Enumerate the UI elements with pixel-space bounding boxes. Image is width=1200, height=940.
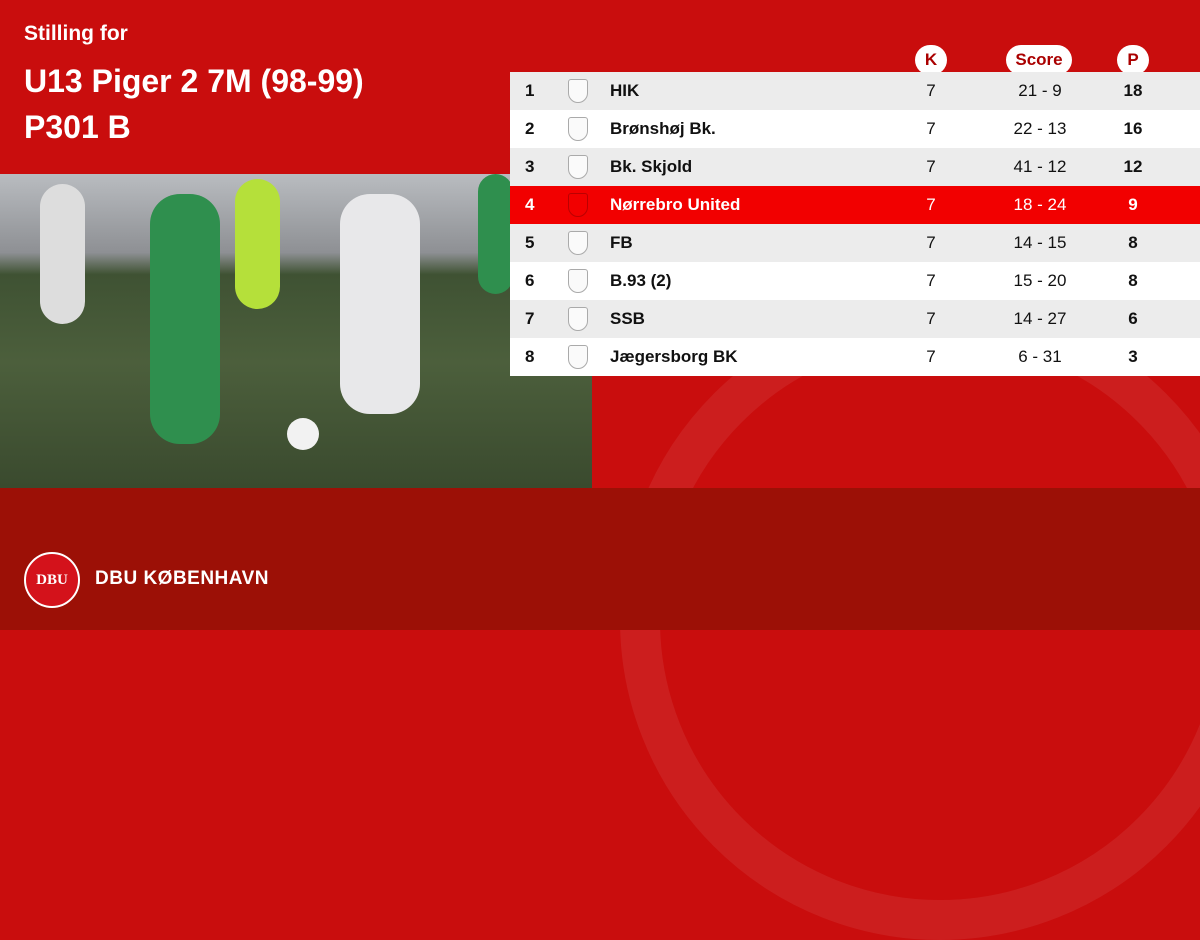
club-crest-icon xyxy=(568,269,588,293)
team-name: Nørrebro United xyxy=(610,195,741,214)
column-header-score: Score xyxy=(1006,45,1072,75)
points: 6 xyxy=(1128,309,1138,328)
team-name: Bk. Skjold xyxy=(610,157,693,176)
team-name: HIK xyxy=(610,81,640,100)
team-name: Brønshøj Bk. xyxy=(610,119,716,138)
goal-score: 14 - 27 xyxy=(1013,309,1067,328)
team-name: FB xyxy=(610,233,633,252)
matches-played: 7 xyxy=(926,347,936,366)
club-crest-icon xyxy=(568,345,588,369)
goal-score: 6 - 31 xyxy=(1018,347,1062,366)
standings-table: 1 HIK 7 21 - 9 18 2 Brønshøj Bk. 7 22 - 1… xyxy=(510,72,1200,376)
table-row: 2 Brønshøj Bk. 7 22 - 13 16 xyxy=(510,110,1200,148)
table-row: 4 Nørrebro United 7 18 - 24 9 xyxy=(510,186,1200,224)
table-row: 3 Bk. Skjold 7 41 - 12 12 xyxy=(510,148,1200,186)
logo-text: DBU xyxy=(36,571,68,588)
club-crest-icon xyxy=(568,155,588,179)
goal-score: 14 - 15 xyxy=(1013,233,1067,252)
rank: 6 xyxy=(525,271,535,290)
column-header-k: K xyxy=(915,45,947,75)
title-line-1: U13 Piger 2 7M (98-99) xyxy=(24,63,364,99)
matches-played: 7 xyxy=(926,195,936,214)
matches-played: 7 xyxy=(926,309,936,328)
subtitle: Stilling for xyxy=(24,22,128,45)
goal-score: 22 - 13 xyxy=(1013,119,1067,138)
footer-band xyxy=(0,488,1200,630)
matches-played: 7 xyxy=(926,157,936,176)
points: 9 xyxy=(1128,195,1138,214)
club-crest-icon xyxy=(568,307,588,331)
matches-played: 7 xyxy=(926,119,936,138)
club-crest-icon xyxy=(568,79,588,103)
team-name: Jægersborg BK xyxy=(610,347,738,366)
matches-played: 7 xyxy=(926,233,936,252)
match-photo xyxy=(0,174,592,488)
club-crest-icon xyxy=(568,193,588,217)
rank: 7 xyxy=(525,309,535,328)
rank: 3 xyxy=(525,157,535,176)
points: 8 xyxy=(1128,271,1138,290)
team-name: B.93 (2) xyxy=(610,271,672,290)
rank: 2 xyxy=(525,119,535,138)
club-crest-icon xyxy=(568,231,588,255)
table-row: 7 SSB 7 14 - 27 6 xyxy=(510,300,1200,338)
points: 12 xyxy=(1123,157,1143,176)
table-row: 5 FB 7 14 - 15 8 xyxy=(510,224,1200,262)
rank: 4 xyxy=(525,195,535,214)
table-row: 8 Jægersborg BK 7 6 - 31 3 xyxy=(510,338,1200,376)
goal-score: 41 - 12 xyxy=(1013,157,1067,176)
team-name: SSB xyxy=(610,309,645,328)
points: 8 xyxy=(1128,233,1138,252)
points: 18 xyxy=(1123,81,1143,100)
title-line-2: P301 B xyxy=(24,109,131,145)
points: 3 xyxy=(1128,347,1138,366)
rank: 8 xyxy=(525,347,535,366)
club-crest-icon xyxy=(568,117,588,141)
goal-score: 21 - 9 xyxy=(1018,81,1062,100)
dbu-logo: DBU xyxy=(24,552,80,608)
goal-score: 15 - 20 xyxy=(1013,271,1067,290)
rank: 1 xyxy=(525,81,535,100)
matches-played: 7 xyxy=(926,271,936,290)
page-title: U13 Piger 2 7M (98-99) P301 B xyxy=(24,58,364,150)
rank: 5 xyxy=(525,233,535,252)
points: 16 xyxy=(1123,119,1143,138)
table-row: 1 HIK 7 21 - 9 18 xyxy=(510,72,1200,110)
goal-score: 18 - 24 xyxy=(1013,195,1067,214)
table-row: 6 B.93 (2) 7 15 - 20 8 xyxy=(510,262,1200,300)
matches-played: 7 xyxy=(926,81,936,100)
brand-name: DBU KØBENHAVN xyxy=(95,568,269,589)
column-header-p: P xyxy=(1117,45,1149,75)
